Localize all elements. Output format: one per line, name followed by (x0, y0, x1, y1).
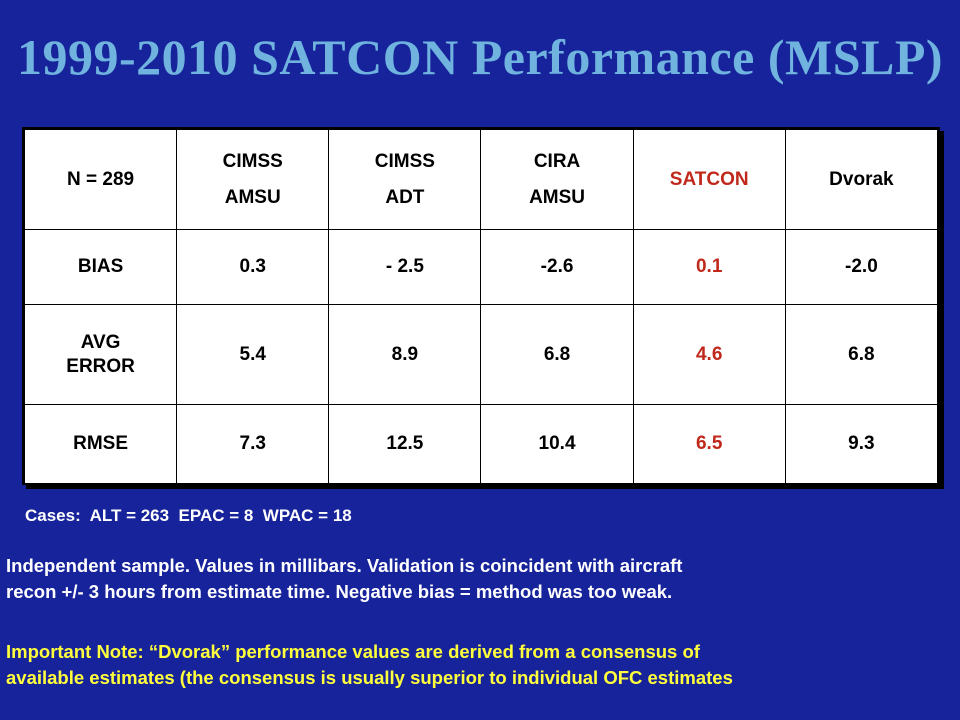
cell-value: 12.5 (328, 404, 482, 484)
row-label-line: BIAS (77, 256, 124, 277)
row-label-line: ERROR (66, 355, 135, 377)
column-header-line: ADT (385, 186, 425, 208)
column-header-line: CIMSS (222, 150, 283, 172)
cases-summary: Cases: ALT = 263 EPAC = 8 WPAC = 18 (25, 506, 352, 525)
row-label-avg-error: AVG ERROR (23, 304, 178, 405)
column-header-line: AMSU (529, 186, 586, 208)
cell-value: 5.4 (176, 304, 330, 405)
row-label-line: AVG (80, 331, 121, 353)
sample-note-line: Independent sample. Values in millibars.… (6, 555, 683, 576)
column-header-satcon: SATCON (632, 129, 786, 230)
cell-value: - 2.5 (328, 229, 482, 305)
cell-value: 6.8 (784, 304, 939, 405)
cell-value: 6.8 (480, 304, 634, 405)
slide-title: 1999-2010 SATCON Performance (MSLP) (16, 29, 944, 85)
cell-value: 7.3 (176, 404, 330, 484)
table-corner-cell: N = 289 (23, 129, 178, 230)
important-note-line: available estimates (the consensus is us… (6, 667, 733, 688)
cell-value: -2.0 (784, 229, 939, 305)
table-row-rmse: RMSE 7.3 12.5 10.4 6.5 9.3 (23, 404, 939, 484)
important-note: Important Note: “Dvorak” performance val… (6, 639, 956, 691)
cell-value: 8.9 (328, 304, 482, 405)
column-header-line: CIRA (533, 150, 581, 172)
cell-value-satcon: 0.1 (632, 229, 786, 305)
column-header-line: AMSU (224, 186, 281, 208)
sample-note-line: recon +/- 3 hours from estimate time. Ne… (6, 581, 673, 602)
cell-value: 10.4 (480, 404, 634, 484)
table-row-bias: BIAS 0.3 - 2.5 -2.6 0.1 -2.0 (23, 229, 939, 305)
column-header-cimss-amsu: CIMSS AMSU (176, 129, 330, 230)
important-note-line: Important Note: “Dvorak” performance val… (6, 641, 700, 662)
cell-value: 0.3 (176, 229, 330, 305)
column-header-dvorak: Dvorak (784, 129, 939, 230)
row-label-bias: BIAS (23, 229, 178, 305)
cell-value-satcon: 6.5 (632, 404, 786, 484)
cell-value: -2.6 (480, 229, 634, 305)
cell-value-satcon: 4.6 (632, 304, 786, 405)
row-label-line: RMSE (73, 433, 129, 454)
row-label-rmse: RMSE (23, 404, 178, 484)
column-header-line: SATCON (669, 168, 749, 190)
table-header-row: N = 289 CIMSS AMSU CIMSS ADT CIRA AMSU S… (23, 129, 939, 230)
sample-note: Independent sample. Values in millibars.… (6, 553, 956, 605)
column-header-cimss-adt: CIMSS ADT (328, 129, 482, 230)
cell-value: 9.3 (784, 404, 939, 484)
column-header-cira-amsu: CIRA AMSU (480, 129, 634, 230)
column-header-line: CIMSS (374, 150, 435, 172)
performance-table: N = 289 CIMSS AMSU CIMSS ADT CIRA AMSU S… (22, 127, 940, 485)
column-header-line: Dvorak (829, 168, 894, 190)
table-row-avg-error: AVG ERROR 5.4 8.9 6.8 4.6 6.8 (23, 304, 939, 405)
